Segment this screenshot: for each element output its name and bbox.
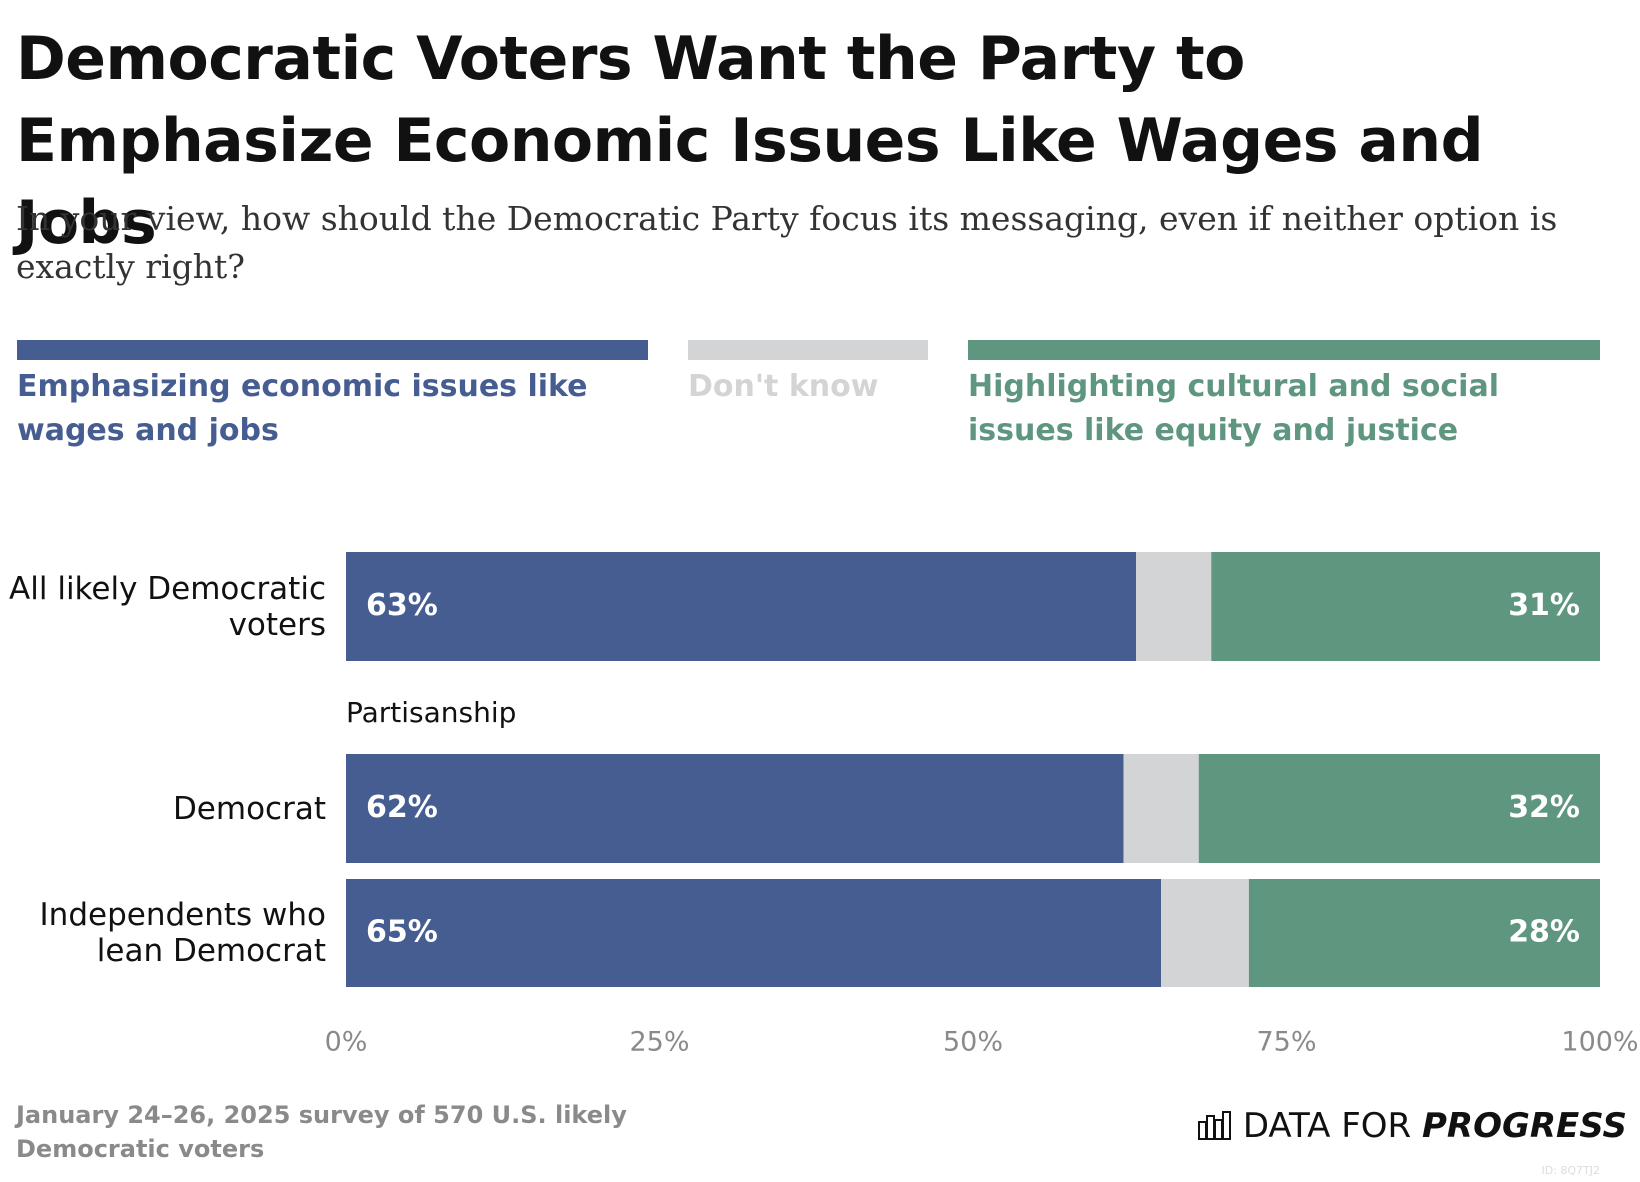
group-label: Partisanship [346,696,516,729]
chart-subtitle: In your view, how should the Democratic … [16,199,1558,286]
bar-segment [346,552,1137,661]
bar-segment [1123,754,1199,863]
data-label: 63% [366,588,438,623]
legend-label: Emphasizing economic issues like wages a… [17,369,588,448]
x-tick-label: 25% [629,1027,689,1058]
x-tick-label: 0% [325,1027,368,1058]
data-label: 65% [366,915,438,950]
footnote: January 24–26, 2025 survey of 570 U.S. l… [16,1101,627,1163]
chart-id: ID: 8Q7TJ2 [1541,1164,1600,1177]
bar-segment [1211,552,1600,661]
logo-text-bold: PROGRESS [1421,1106,1628,1146]
bar-segment [346,879,1162,987]
logo-icon [1198,1111,1231,1140]
bar-segment [346,754,1124,863]
chart-title: Democratic Voters Want the Party to Emph… [16,24,1484,258]
category-label: Independents who lean Democrat [39,897,326,969]
source-logo: DATA FOR PROGRESS [1198,1106,1627,1146]
data-label: 31% [1508,588,1580,623]
legend-swatch [17,340,648,360]
x-tick-label: 100% [1561,1027,1638,1058]
data-label: 28% [1508,915,1580,950]
x-tick-label: 75% [1256,1027,1316,1058]
bar-segment [1248,879,1600,987]
data-label: 62% [366,790,438,825]
data-label: 32% [1508,790,1580,825]
bar-segment [1198,754,1600,863]
legend-swatch [688,340,928,360]
bar-segment [1136,552,1212,661]
legend-label: Highlighting cultural and social issues … [968,369,1499,448]
bar-segment [1161,879,1249,987]
legend-swatch [968,340,1600,360]
legend-label: Don't know [688,369,879,404]
category-label: All likely Democratic voters [9,570,326,643]
x-tick-label: 50% [943,1027,1003,1058]
logo-text: DATA FOR [1242,1106,1412,1146]
category-label: Democrat [172,790,326,827]
